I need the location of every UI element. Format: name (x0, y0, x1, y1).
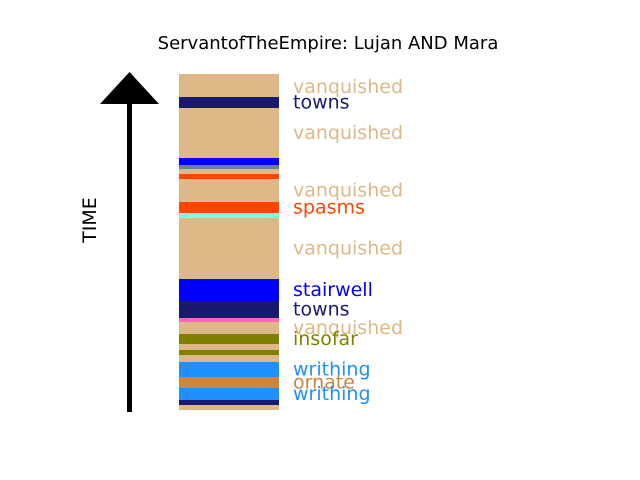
bar-segment (179, 74, 279, 97)
segment-label: towns (293, 92, 350, 114)
bar-segment (179, 318, 279, 322)
bar-segment (179, 179, 279, 202)
bar-segment (179, 301, 279, 318)
segment-label: vanquished (293, 317, 403, 339)
bar-segment (179, 362, 279, 377)
bar-segment (179, 174, 279, 179)
segment-label: vanquished (293, 76, 403, 98)
segment-label: vanquished (293, 238, 403, 260)
bar-segment (179, 322, 279, 334)
bar-segment (179, 165, 279, 169)
bar-segment (179, 355, 279, 362)
bar-segment (179, 377, 279, 388)
bar-segment (179, 334, 279, 344)
bar-segment (179, 350, 279, 355)
segment-label: stairwell (293, 279, 373, 301)
bar-segment (179, 108, 279, 158)
bar-segments (179, 74, 279, 410)
chart-title: ServantofTheEmpire: Lujan AND Mara (158, 33, 499, 54)
segment-label: vanquished (293, 122, 403, 144)
segment-label: writhing (293, 359, 371, 381)
bar-segment (179, 405, 279, 410)
bar-segment (179, 97, 279, 108)
segment-label: ornate (293, 372, 355, 394)
bar-segment (179, 213, 279, 218)
bar-segment (179, 279, 279, 301)
bar-segment (179, 158, 279, 165)
bar-segment (179, 344, 279, 350)
segment-label: writhing (293, 383, 371, 405)
bar-segment (179, 169, 279, 174)
segment-labels: vanquishedtownsvanquishedvanquishedspasm… (293, 76, 403, 405)
time-arrow-head-icon (100, 72, 159, 104)
bar-segment (179, 400, 279, 405)
segment-label: vanquished (293, 180, 403, 202)
segment-label: towns (293, 299, 350, 321)
bar-segment (179, 388, 279, 400)
bar-segment (179, 218, 279, 279)
segment-label: insofar (293, 328, 358, 350)
time-axis-label: TIME (79, 197, 101, 244)
bar-segment (179, 202, 279, 213)
segment-label: spasms (293, 197, 365, 219)
